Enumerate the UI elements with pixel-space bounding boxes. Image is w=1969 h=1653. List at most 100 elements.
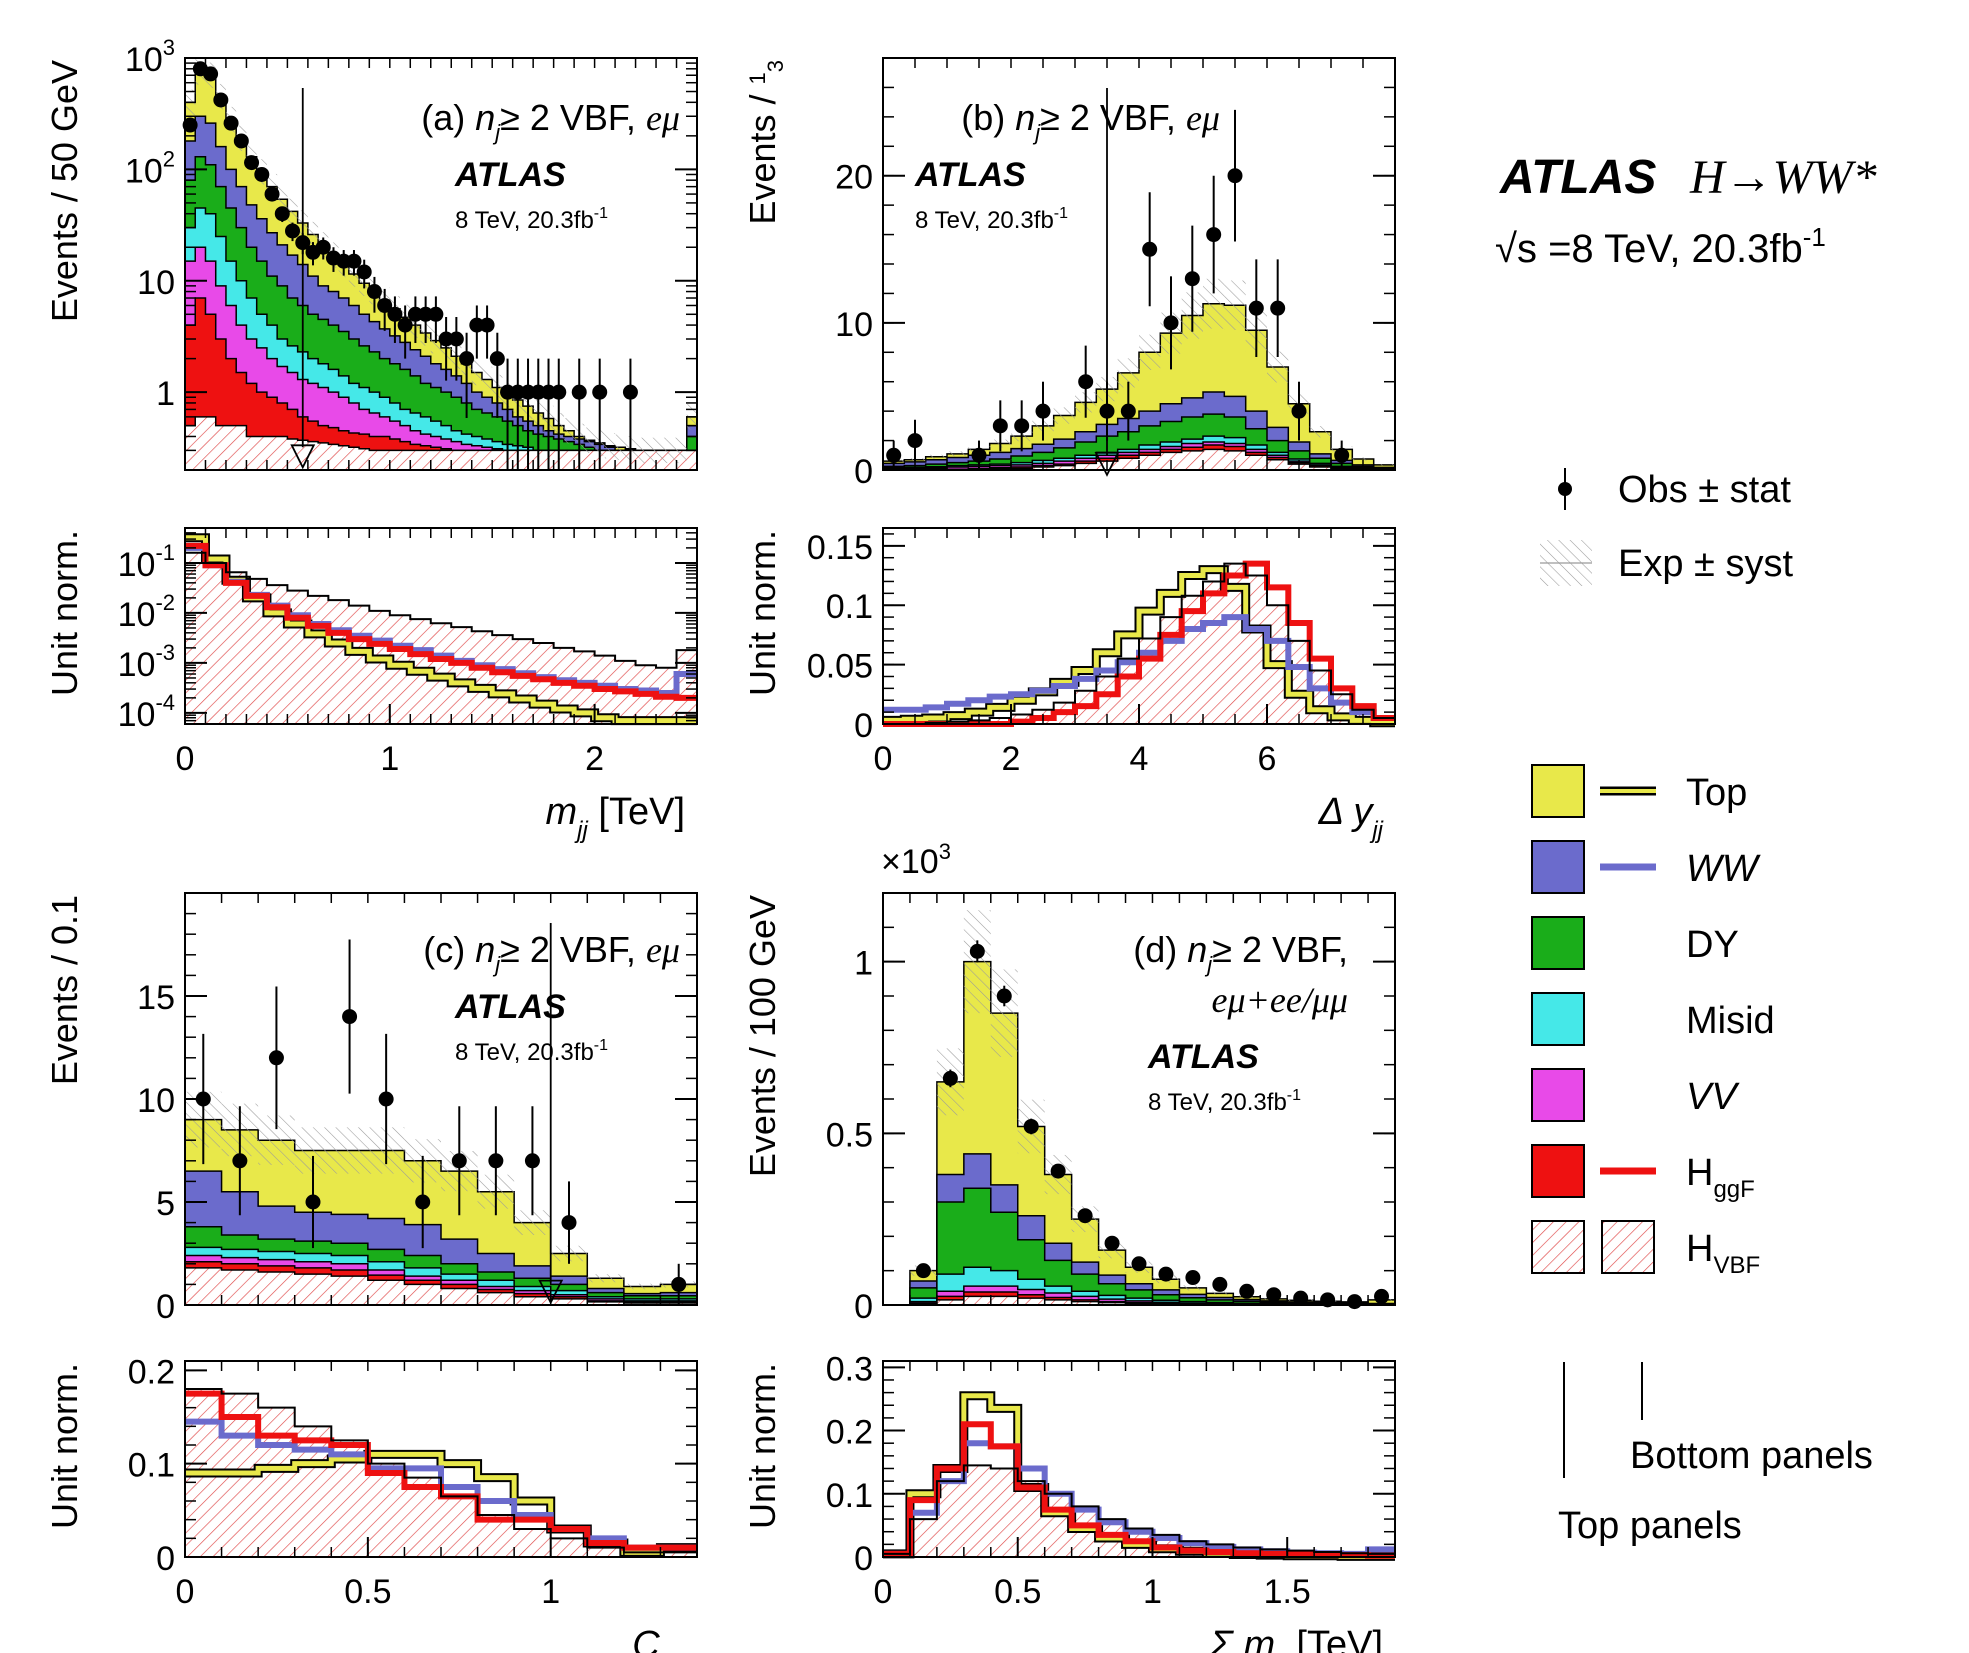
y-tick-label: 10: [137, 264, 175, 302]
obs-point: [1270, 300, 1286, 316]
legend-item-dy: DY: [1531, 916, 1739, 970]
y-tick-label: 10-4: [118, 690, 175, 734]
obs-marker-icon: [1558, 482, 1572, 496]
obs-point: [232, 1153, 248, 1169]
obs-point: [233, 133, 249, 149]
panel-c-ratio: 0 0.1 0.2 0 0.5 1 Unit norm. Cl 1: [44, 1353, 698, 1653]
top-panels-label: Top panels: [1558, 1505, 1742, 1547]
syst-band: [676, 437, 687, 464]
y-tick-label: 0.5: [826, 1116, 873, 1154]
obs-point: [1035, 403, 1051, 419]
syst-band: [1206, 1291, 1234, 1296]
obs-point: [671, 1276, 687, 1292]
bottom-panels-label: Bottom panels: [1630, 1435, 1873, 1477]
obs-point: [213, 92, 229, 108]
obs-point: [346, 253, 362, 269]
y-tick-label: 0: [854, 453, 873, 491]
syst-band: [471, 359, 482, 386]
obs-point: [356, 264, 372, 280]
panel-a: 1 10 102 103 Events / 50 GeV (a) nj≥ 2 VBF, e…: [44, 35, 698, 471]
syst-band: [1309, 426, 1331, 438]
y-tick-label: 10: [835, 306, 873, 344]
y-tick-label: 1: [854, 945, 873, 983]
syst-band: [990, 969, 1018, 1057]
legend-item-label: Top: [1686, 772, 1747, 814]
legend-item-label: HggF: [1686, 1152, 1755, 1203]
obs-point: [1077, 1208, 1093, 1224]
syst-band: [331, 1127, 368, 1174]
obs-point: [428, 306, 444, 322]
panel-label: (a) nj≥ 2 VBF, eμ: [421, 97, 680, 145]
x-tick-label: 0.5: [994, 1573, 1041, 1611]
syst-band: [666, 437, 677, 464]
lumi-label: 8 TeV, 20.3fb-1: [1148, 1087, 1301, 1116]
panel-label: (b) nj≥ 2 VBF, eμ: [961, 97, 1220, 145]
y-axis-label: Events / 0.1: [44, 895, 85, 1085]
obs-point: [1206, 227, 1222, 243]
obs-point: [274, 206, 290, 222]
obs-point: [1239, 1283, 1255, 1299]
process-label: H→WW*: [1689, 151, 1877, 204]
panel-c: 0 5 10 15 Events / 0.1 (c) nj≥ 2 VBF, eμ ATLAS…: [44, 892, 698, 1326]
obs-point: [551, 384, 567, 400]
y-tick-label: 103: [125, 35, 175, 79]
obs-point: [1185, 1270, 1201, 1286]
obs-point: [592, 384, 608, 400]
norm-h-vbf-fill: [883, 1465, 1395, 1557]
legend-item-vv: VV: [1531, 1068, 1740, 1122]
obs-point: [1120, 403, 1136, 419]
x-tick-label: 2: [585, 740, 604, 778]
y-tick-label: 0: [156, 1288, 175, 1326]
y-axis-label: Events / 13: [742, 60, 788, 225]
legend-item-misid: Misid: [1531, 992, 1775, 1046]
x-tick-label: 1: [1143, 1573, 1162, 1611]
x-tick-label: 0: [176, 1573, 195, 1611]
atlas-title: ATLAS: [1499, 151, 1656, 204]
obs-point: [377, 297, 393, 313]
obs-point: [1334, 447, 1350, 463]
y-tick-label: 0.3: [826, 1350, 873, 1388]
legend-swatch-icon: [1531, 840, 1585, 894]
obs-point: [1131, 1256, 1147, 1272]
obs-point: [1291, 403, 1307, 419]
obs-point: [378, 1091, 394, 1107]
y-tick-label: 10-1: [118, 540, 175, 584]
norm-h-vbf: [883, 1464, 1395, 1555]
lumi-label: 8 TeV, 20.3fb-1: [915, 205, 1068, 234]
legend-item-label: Misid: [1686, 1000, 1775, 1042]
legend-item-hggf: HggF: [1531, 1144, 1755, 1203]
y-tick-label: 10-3: [118, 640, 175, 684]
y-tick-label: 0: [156, 1540, 175, 1578]
x-tick-label: 6: [1258, 740, 1277, 778]
panel-label: (c) nj≥ 2 VBF, eμ: [423, 929, 680, 977]
norm-top: [883, 567, 1395, 726]
x-tick-label: 1: [541, 1573, 560, 1611]
obs-point: [182, 117, 198, 133]
obs-point: [1347, 1294, 1363, 1310]
x-axis-label: Δ yjj: [1318, 791, 1384, 844]
axis-multiplier: ×103: [881, 839, 951, 881]
syst-band: [645, 437, 657, 464]
x-tick-label: 0: [874, 740, 893, 778]
legend-exp-label: Exp ± syst: [1618, 543, 1793, 585]
energy-text: =8 TeV, 20.3fb: [1537, 227, 1803, 271]
atlas-label: ATLAS: [454, 156, 566, 194]
obs-point: [1320, 1292, 1336, 1308]
obs-point: [397, 317, 413, 333]
syst-band: [481, 366, 493, 393]
syst-band: [604, 433, 616, 459]
obs-point: [488, 1153, 504, 1169]
y-tick-label: 10-2: [118, 590, 175, 634]
obs-point: [524, 1153, 540, 1169]
syst-band: [925, 454, 947, 459]
y-axis-label: Events / 50 GeV: [44, 60, 85, 322]
energy-sup: -1: [1803, 222, 1826, 252]
y-tick-label: 15: [137, 979, 175, 1017]
syst-band: [1352, 457, 1374, 461]
syst-band: [1117, 358, 1139, 388]
obs-point: [285, 223, 301, 239]
obs-point: [1293, 1290, 1309, 1306]
x-tick-label: 0: [874, 1573, 893, 1611]
legend-swatch-icon: [1531, 1220, 1585, 1274]
